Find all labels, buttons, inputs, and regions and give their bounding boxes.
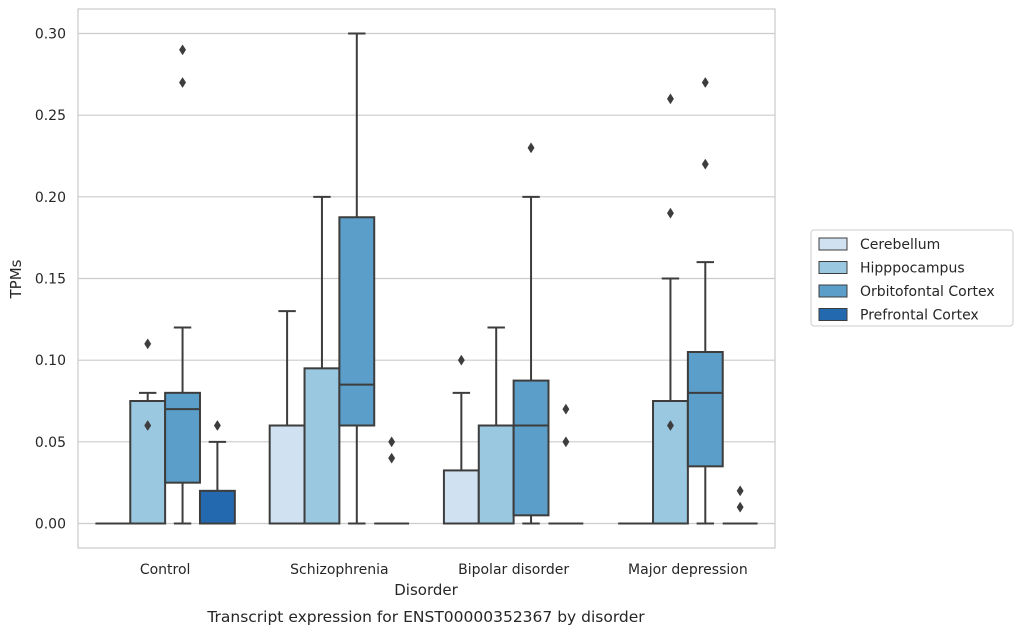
box-body — [303, 367, 341, 525]
flier-point — [562, 403, 570, 415]
box-0-2 — [442, 354, 480, 525]
box-0-1 — [268, 310, 306, 525]
y-tick-label: 0.20 — [35, 190, 66, 206]
legend-swatch — [818, 261, 848, 274]
y-tick-label: 0.00 — [35, 517, 66, 533]
y-tick-label: 0.05 — [35, 435, 66, 451]
plot-frame — [77, 8, 776, 549]
legend-swatch — [818, 237, 848, 251]
box-3-2 — [548, 403, 584, 525]
flier-point — [666, 420, 674, 431]
flier-point — [736, 501, 744, 513]
x-tick-label: Control — [140, 562, 191, 578]
legend-label: Hipppocampus — [860, 261, 965, 277]
x-axis-label: Disorder — [394, 581, 458, 599]
box-2-3 — [686, 77, 724, 525]
box-plot-area — [95, 32, 758, 525]
legend-label: Prefrontal Cortex — [860, 308, 979, 324]
flier-point — [562, 436, 570, 448]
legend: Cerebellum Hipppocampus Orbitofontal Corte… — [810, 229, 1014, 327]
x-axis-ticks: Control Schizophrenia Bipolar disorder Majo… — [140, 562, 748, 578]
box-body — [129, 400, 167, 525]
flier-point — [666, 93, 674, 105]
legend-frame — [810, 229, 1014, 327]
box-1-0 — [129, 338, 167, 525]
box-body — [442, 469, 480, 525]
box-3-0 — [198, 420, 236, 525]
box-body — [686, 351, 724, 468]
legend-swatch — [818, 308, 848, 321]
box-body — [338, 216, 376, 427]
box-body — [164, 391, 201, 484]
box-3-1 — [374, 436, 410, 525]
box-body — [477, 424, 515, 525]
flier-point — [179, 44, 187, 56]
chart-caption: Transcript expression for ENST0000035236… — [206, 608, 645, 626]
y-axis-ticks: 0.00 0.05 0.10 0.15 0.20 0.25 0.30 — [35, 27, 66, 533]
flier-point — [666, 207, 674, 219]
box-2-2 — [512, 142, 550, 525]
flier-point — [388, 436, 396, 448]
box-1-2 — [477, 326, 515, 525]
flier-point — [388, 452, 396, 464]
box-2-0 — [164, 44, 201, 525]
box-body — [652, 400, 689, 525]
x-tick-label: Schizophrenia — [290, 562, 388, 578]
box-1-3 — [652, 93, 689, 525]
flier-point — [736, 485, 744, 497]
y-tick-label: 0.15 — [35, 272, 66, 288]
y-axis-label: TPMs — [7, 259, 25, 299]
flier-point — [701, 158, 709, 170]
flier-point — [527, 142, 535, 154]
legend-swatch — [818, 284, 848, 298]
x-tick-label: Major depression — [628, 562, 748, 578]
y-tick-label: 0.30 — [35, 27, 66, 43]
legend-label: Orbitofontal Cortex — [860, 284, 995, 300]
box-body — [512, 379, 550, 517]
flier-point — [213, 420, 221, 431]
flier-point — [701, 77, 709, 88]
legend-label: Cerebellum — [860, 237, 940, 253]
box-2-1 — [338, 32, 376, 525]
box-3-3 — [722, 485, 758, 525]
flier-point — [144, 420, 152, 431]
box-1-1 — [303, 195, 341, 525]
flier-point — [457, 354, 465, 366]
flier-point — [179, 77, 187, 88]
flier-point — [144, 338, 152, 350]
y-tick-label: 0.25 — [35, 108, 66, 124]
box-body — [198, 489, 236, 525]
box-body — [268, 424, 306, 525]
x-tick-label: Bipolar disorder — [458, 562, 569, 578]
y-tick-label: 0.10 — [35, 353, 66, 369]
